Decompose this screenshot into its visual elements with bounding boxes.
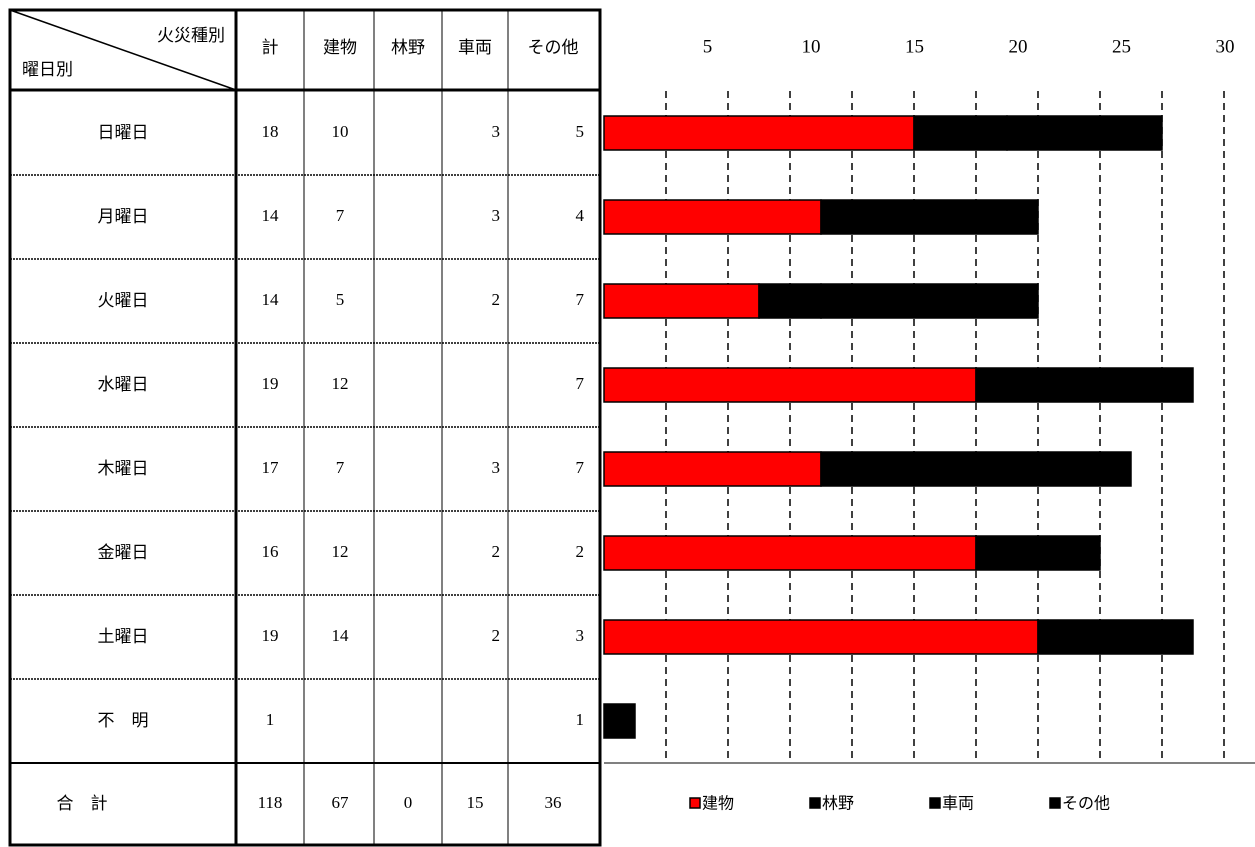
bar-segment: [1037, 619, 1101, 655]
cell-value: 3: [492, 122, 501, 141]
row-total: 14: [262, 206, 280, 225]
column-header: 計: [262, 38, 279, 58]
bar-segment: [1099, 619, 1194, 655]
scale-label: 5: [703, 36, 713, 57]
cell-value: 7: [576, 458, 585, 477]
cell-value: 3: [576, 626, 585, 645]
sum-label: 合 計: [57, 794, 108, 814]
sum-value: 36: [545, 793, 562, 812]
cell-value: 14: [332, 626, 350, 645]
sum-value: 118: [258, 793, 283, 812]
bar-segment: [603, 367, 977, 403]
legend-label: 建物: [702, 794, 734, 813]
corner-bottom: 曜日別: [22, 60, 73, 80]
row-label: 土曜日: [98, 627, 149, 647]
legend-label: 車両: [942, 794, 974, 813]
bar-segment: [603, 703, 636, 739]
sum-value: 15: [467, 793, 484, 812]
bar-segment: [975, 367, 1194, 403]
row-label: 金曜日: [98, 543, 149, 563]
scale-label: 15: [905, 36, 924, 57]
cell-value: 7: [336, 206, 345, 225]
row-total: 17: [262, 458, 280, 477]
cell-value: 5: [336, 290, 345, 309]
column-header: 建物: [323, 38, 357, 58]
cell-value: 2: [576, 542, 585, 561]
cell-value: 5: [576, 122, 585, 141]
bar-segment: [603, 535, 977, 571]
cell-value: 7: [576, 290, 585, 309]
row-label: 木曜日: [98, 459, 149, 479]
bar-segment: [913, 199, 1039, 235]
bar-segment: [820, 451, 915, 487]
row-label: 日曜日: [98, 123, 149, 143]
cell-value: 3: [492, 206, 501, 225]
bar-segment: [1037, 535, 1101, 571]
scale-label: 30: [1216, 36, 1235, 57]
bar-segment: [603, 451, 822, 487]
column-header: 車両: [458, 38, 492, 58]
row-total: 14: [262, 290, 280, 309]
row-total: 1: [266, 710, 275, 729]
bar-segment: [603, 619, 1039, 655]
cell-value: 4: [576, 206, 585, 225]
cell-value: 10: [332, 122, 349, 141]
row-total: 18: [262, 122, 279, 141]
scale-label: 20: [1009, 36, 1028, 57]
cell-value: 1: [576, 710, 585, 729]
row-label: 不 明: [98, 711, 149, 731]
corner-top: 火災種別: [157, 26, 225, 46]
legend-label: 林野: [822, 794, 854, 813]
legend-marker: [929, 797, 941, 809]
bar-segment: [820, 199, 915, 235]
bar-segment: [1006, 115, 1163, 151]
cell-value: 2: [492, 626, 501, 645]
bar-segment: [603, 115, 915, 151]
bar-segment: [975, 535, 1039, 571]
column-header: 林野: [391, 38, 425, 58]
bar-segment: [603, 283, 760, 319]
cell-value: 7: [576, 374, 585, 393]
cell-value: 12: [332, 542, 349, 561]
cell-value: 3: [492, 458, 501, 477]
row-label: 月曜日: [98, 207, 149, 227]
row-total: 16: [262, 542, 279, 561]
bar-segment: [913, 115, 1008, 151]
legend-marker: [1049, 797, 1061, 809]
bar-segment: [758, 283, 822, 319]
scale-label: 10: [802, 36, 821, 57]
bar-segment: [603, 199, 822, 235]
cell-value: 2: [492, 290, 501, 309]
row-total: 19: [262, 626, 279, 645]
bar-segment: [820, 283, 1039, 319]
row-label: 水曜日: [98, 375, 149, 395]
bar-segment: [913, 451, 1132, 487]
row-total: 19: [262, 374, 279, 393]
scale-label: 25: [1112, 36, 1131, 57]
column-header: その他: [528, 38, 579, 58]
cell-value: 7: [336, 458, 345, 477]
sum-value: 0: [404, 793, 413, 812]
sum-value: 67: [332, 793, 350, 812]
cell-value: 12: [332, 374, 349, 393]
row-label: 火曜日: [98, 291, 149, 311]
legend-marker: [689, 797, 701, 809]
legend-label: その他: [1062, 794, 1110, 813]
legend-marker: [809, 797, 821, 809]
grid: [665, 91, 1225, 763]
cell-value: 2: [492, 542, 501, 561]
